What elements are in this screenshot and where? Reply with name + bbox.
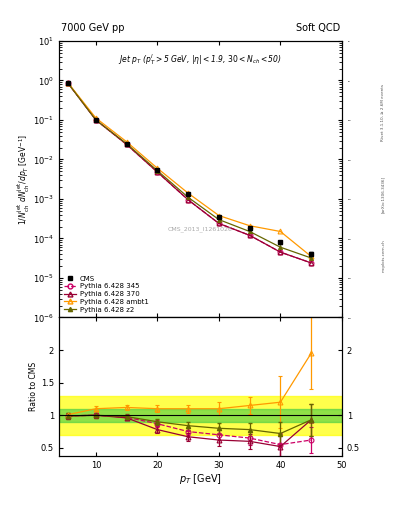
Text: CMS_2013_I1261026: CMS_2013_I1261026: [168, 226, 233, 232]
Bar: [59, 396, 342, 435]
Text: Jet $p_T$ ($p_T^l$$>$5 GeV, $|\eta|$$<$1.9, $30$$<$$N_{ch}$$<$50): Jet $p_T$ ($p_T^l$$>$5 GeV, $|\eta|$$<$1…: [118, 52, 283, 67]
X-axis label: $p_T$ [GeV]: $p_T$ [GeV]: [179, 472, 222, 486]
Text: mcplots.cern.ch: mcplots.cern.ch: [381, 240, 385, 272]
Text: Rivet 3.1.10, ≥ 2.6M events: Rivet 3.1.10, ≥ 2.6M events: [381, 84, 385, 141]
Legend: CMS, Pythia 6.428 345, Pythia 6.428 370, Pythia 6.428 ambt1, Pythia 6.428 z2: CMS, Pythia 6.428 345, Pythia 6.428 370,…: [62, 274, 150, 314]
Y-axis label: $1/N_{\rm ch}^{\rm jet}$ $dN_{\rm ch}^{\rm jet}/dp_T$ [GeV$^{-1}$]: $1/N_{\rm ch}^{\rm jet}$ $dN_{\rm ch}^{\…: [15, 134, 31, 225]
Text: Soft QCD: Soft QCD: [296, 23, 340, 33]
Y-axis label: Ratio to CMS: Ratio to CMS: [29, 362, 38, 411]
Text: [arXiv:1306.3436]: [arXiv:1306.3436]: [381, 176, 385, 213]
Bar: [59, 409, 342, 422]
Text: 7000 GeV pp: 7000 GeV pp: [61, 23, 125, 33]
